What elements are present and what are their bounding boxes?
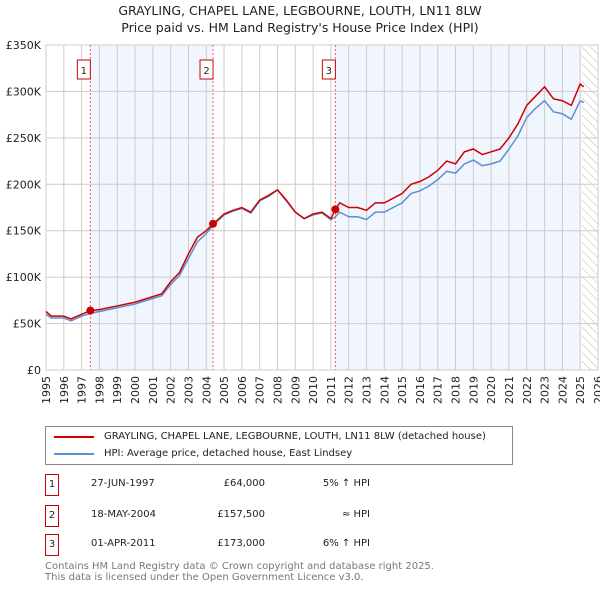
x-tick-label: 1999 — [111, 376, 124, 404]
footer: Contains HM Land Registry data © Crown c… — [45, 561, 434, 583]
legend: GRAYLING, CHAPEL LANE, LEGBOURNE, LOUTH,… — [45, 426, 513, 465]
x-tick-label: 2014 — [378, 376, 391, 404]
sale-date: 18-MAY-2004 — [91, 509, 157, 520]
x-tick-label: 2021 — [503, 376, 516, 404]
shaded-period — [335, 45, 581, 370]
x-tick-label: 2010 — [307, 376, 320, 404]
y-tick-label: £100K — [6, 271, 42, 284]
x-tick-label: 2006 — [236, 376, 249, 404]
x-tick-label: 2023 — [539, 376, 552, 404]
x-tick-label: 2004 — [200, 376, 213, 404]
footer-line-2: This data is licensed under the Open Gov… — [45, 572, 364, 583]
legend-blue-swatch — [54, 452, 94, 455]
legend-property: GRAYLING, CHAPEL LANE, LEGBOURNE, LOUTH,… — [104, 431, 486, 442]
legend-red-swatch — [54, 435, 94, 438]
hpi-line — [45, 99, 585, 322]
future-hatch — [581, 45, 598, 370]
y-tick-label: £200K — [6, 178, 42, 191]
sale-date: 01-APR-2011 — [91, 538, 156, 549]
sale-price: £64,000 — [223, 478, 265, 489]
x-tick-label: 2008 — [271, 376, 284, 404]
sale-hpi: 5% ↑ HPI — [322, 478, 370, 489]
sale-label-box — [76, 59, 91, 80]
sale-label: 3 — [326, 66, 332, 77]
x-tick-label: 1996 — [58, 376, 71, 404]
x-tick-label: 2013 — [361, 376, 374, 404]
x-tick-label: 2022 — [521, 376, 534, 404]
x-tick-label: 2011 — [325, 376, 338, 404]
sale-point — [331, 205, 340, 214]
y-tick-label: £250K — [6, 132, 42, 145]
x-tick-label: 2002 — [165, 376, 178, 404]
x-tick-label: 2025 — [574, 376, 587, 404]
chart-title: GRAYLING, CHAPEL LANE, LEGBOURNE, LOUTH,… — [118, 3, 482, 18]
sale-marker: 3 — [45, 534, 59, 556]
chart: 1 2 3 1995 1996 1997 1998 1999 2000 2001 2002 2003 2… — [6, 39, 600, 404]
x-tick-label: 1997 — [76, 376, 89, 404]
x-tick-label: 2003 — [182, 376, 195, 404]
x-tick-label: 2015 — [396, 376, 409, 404]
y-tick-label: £300K — [6, 85, 42, 98]
x-tick-label: 2007 — [254, 376, 267, 404]
sale-hpi: 6% ↑ HPI — [322, 538, 370, 549]
x-tick-label: 1995 — [40, 376, 53, 404]
x-tick-label: 2024 — [556, 376, 569, 404]
x-tick-label: 2001 — [147, 376, 160, 404]
x-tick-label: 2018 — [450, 376, 463, 404]
sale-point — [209, 219, 218, 228]
x-tick-label: 1998 — [93, 376, 106, 404]
chart-subtitle: Price paid vs. HM Land Registry's House … — [121, 20, 479, 35]
sale-hpi: ≈ HPI — [341, 509, 370, 520]
x-tick-label: 2017 — [432, 376, 445, 404]
y-tick-label: £350K — [6, 39, 42, 52]
footer-line-1: Contains HM Land Registry data © Crown c… — [45, 561, 434, 572]
y-tick-label: £150K — [6, 225, 42, 238]
x-tick-label: 2000 — [129, 376, 142, 404]
sale-date: 27-JUN-1997 — [91, 478, 155, 489]
sale-marker: 2 — [45, 505, 59, 527]
sale-marker: 1 — [45, 474, 59, 496]
x-tick-label: 2020 — [485, 376, 498, 404]
y-tick-label: £0 — [27, 364, 41, 377]
sale-price: £157,500 — [217, 509, 265, 520]
sale-point — [86, 306, 95, 315]
shaded-period — [90, 45, 214, 370]
plot-border — [45, 44, 599, 371]
sale-label-box — [321, 59, 336, 80]
legend-hpi: HPI: Average price, detached house, East… — [104, 448, 353, 459]
sale-label: 2 — [203, 66, 209, 77]
x-tick-label: 2005 — [218, 376, 231, 404]
x-tick-label: 2012 — [343, 376, 356, 404]
x-tick-label: 2019 — [467, 376, 480, 404]
y-tick-label: £50K — [13, 318, 42, 331]
sale-label: 1 — [81, 66, 87, 77]
sale-price: £173,000 — [217, 538, 265, 549]
x-tick-label: 2016 — [414, 376, 427, 404]
x-tick-label: 2026 — [592, 376, 600, 404]
x-tick-label: 2009 — [289, 376, 302, 404]
sale-label-box — [199, 59, 214, 80]
property-price-line — [45, 82, 585, 320]
